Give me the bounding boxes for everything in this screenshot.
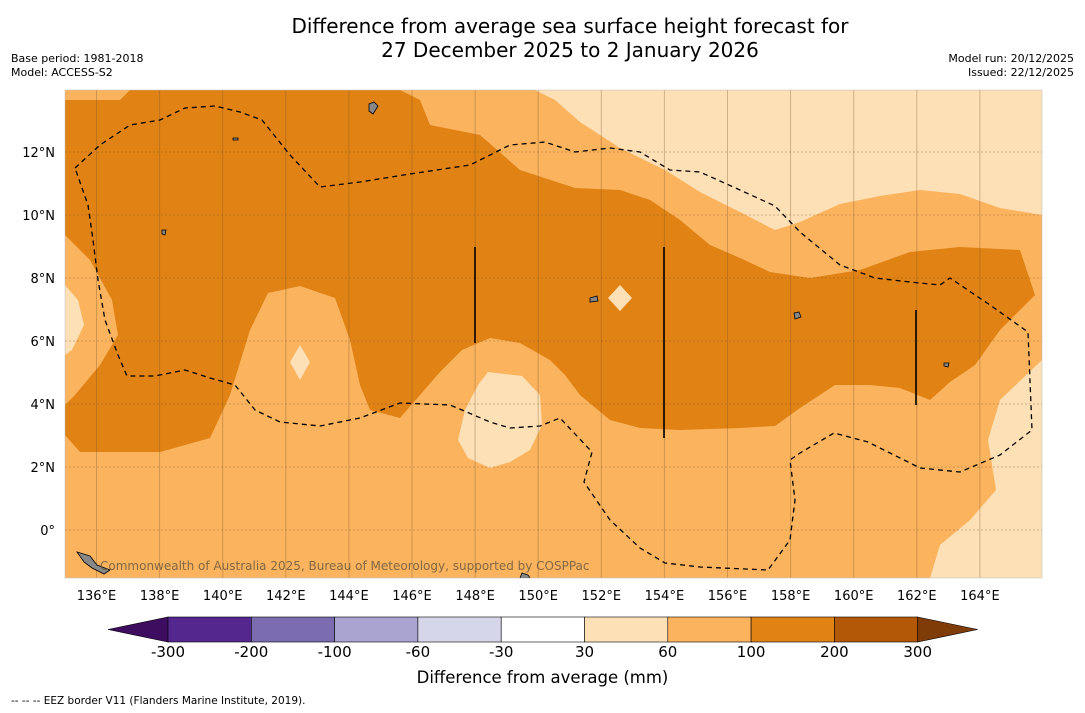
longitude-label: 164°E bbox=[960, 589, 1000, 604]
colorbar-segment bbox=[751, 617, 834, 642]
longitude-label: 136°E bbox=[77, 589, 117, 604]
attribution-watermark: Commonwealth of Australia 2025, Bureau o… bbox=[100, 559, 590, 573]
longitude-label: 160°E bbox=[834, 589, 874, 604]
longitude-label: 150°E bbox=[518, 589, 558, 604]
band-60-100-top-left bbox=[65, 90, 130, 100]
map-plot-area: Commonwealth of Australia 2025, Bureau o… bbox=[65, 90, 1042, 578]
longitude-label: 140°E bbox=[203, 589, 243, 604]
longitude-label: 146°E bbox=[392, 589, 432, 604]
colorbar-tick-label: 200 bbox=[820, 643, 849, 661]
colorbar-arrow-high bbox=[918, 617, 978, 642]
longitude-label: 162°E bbox=[897, 589, 937, 604]
colorbar-segment bbox=[168, 617, 251, 642]
colorbar-tick-label: 30 bbox=[575, 643, 594, 661]
colorbar-tick-label: -100 bbox=[318, 643, 352, 661]
colorbar-segment bbox=[251, 617, 334, 642]
colorbar bbox=[108, 617, 978, 642]
latitude-labels: 12°N 10°N 8°N 6°N 4°N 2°N 0° bbox=[22, 146, 55, 539]
eez-legend-note: -- -- -- EEZ border V11 (Flanders Marine… bbox=[11, 695, 305, 707]
longitude-label: 152°E bbox=[582, 589, 622, 604]
longitude-label: 148°E bbox=[455, 589, 495, 604]
longitude-label: 142°E bbox=[266, 589, 306, 604]
longitude-label: 158°E bbox=[771, 589, 811, 604]
colorbar-segment bbox=[418, 617, 501, 642]
colorbar-tick-label: 300 bbox=[903, 643, 932, 661]
latitude-label: 10°N bbox=[22, 209, 55, 224]
colorbar-segment bbox=[585, 617, 668, 642]
colorbar-segment bbox=[501, 617, 584, 642]
colorbar-tick-label: -200 bbox=[234, 643, 268, 661]
longitude-label: 156°E bbox=[708, 589, 748, 604]
latitude-label: 2°N bbox=[31, 461, 56, 476]
colorbar-tick-label: -300 bbox=[151, 643, 185, 661]
latitude-label: 6°N bbox=[31, 335, 56, 350]
latitude-label: 12°N bbox=[22, 146, 55, 161]
colorbar-arrow-low bbox=[108, 617, 168, 642]
latitude-label: 8°N bbox=[31, 272, 56, 287]
latitude-label: 4°N bbox=[31, 398, 56, 413]
colorbar-segment bbox=[834, 617, 917, 642]
latitude-label: 0° bbox=[40, 524, 55, 539]
colorbar-segment bbox=[668, 617, 751, 642]
longitude-label: 154°E bbox=[645, 589, 685, 604]
longitude-label: 138°E bbox=[140, 589, 180, 604]
colorbar-title: Difference from average (mm) bbox=[0, 668, 1085, 687]
colorbar-tick-label: -60 bbox=[406, 643, 431, 661]
colorbar-tick-label: 60 bbox=[658, 643, 677, 661]
longitude-labels: 136°E 138°E 140°E 142°E 144°E 146°E 148°E 150°E… bbox=[77, 589, 1000, 604]
longitude-label: 144°E bbox=[329, 589, 369, 604]
colorbar-tick-label: 100 bbox=[737, 643, 766, 661]
colorbar-segment bbox=[335, 617, 418, 642]
forecast-map: Commonwealth of Australia 2025, Bureau o… bbox=[0, 0, 1085, 713]
colorbar-tick-label: -30 bbox=[489, 643, 514, 661]
